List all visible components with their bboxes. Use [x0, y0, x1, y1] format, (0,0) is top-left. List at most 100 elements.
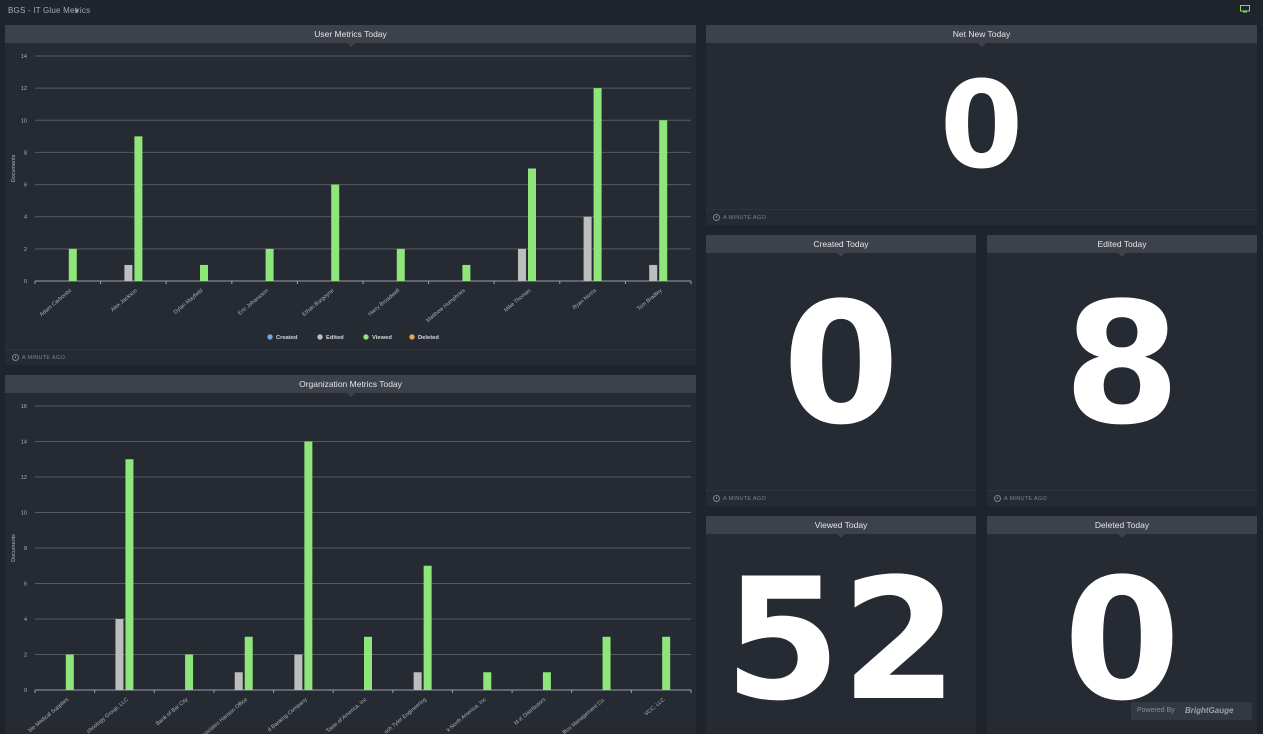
x-tick-label: Harry Broadwell [367, 288, 401, 318]
bar-viewed[interactable] [542, 672, 551, 690]
brightgauge-logo: BrightGauge [1185, 706, 1234, 715]
legend-swatch [317, 334, 323, 340]
bar-viewed[interactable] [244, 636, 253, 690]
powered-by-label: Powered By [1137, 707, 1175, 714]
y-tick-label: 10 [21, 118, 27, 124]
updated-label: A MINUTE AGO [1004, 496, 1048, 502]
y-tick-label: 10 [21, 511, 27, 517]
panel-title: Viewed Today [814, 520, 868, 530]
net-new-panel: Net New Today 0 A MINUTE AGO [706, 25, 1257, 225]
bar-viewed[interactable] [265, 248, 274, 281]
x-tick-label: Matthew Humphries [425, 288, 467, 324]
bar-edited[interactable] [124, 264, 133, 281]
bar-edited[interactable] [294, 654, 303, 691]
bar-viewed[interactable] [200, 264, 208, 281]
clock-icon [713, 214, 720, 221]
x-tick-label: d Banking Company [267, 697, 309, 734]
bar-viewed[interactable] [659, 120, 668, 282]
bar-edited[interactable] [115, 619, 124, 690]
y-tick-label: 4 [24, 215, 27, 221]
bar-viewed[interactable] [602, 636, 611, 690]
panel-title: Created Today [813, 239, 869, 249]
x-tick-label: Taste of America, Inc [325, 697, 368, 734]
panel-header: Edited Today [987, 235, 1257, 257]
y-tick-label: 2 [24, 247, 27, 253]
top-bar: BGS - IT Glue Metrics ▾ [0, 0, 1263, 22]
bar-edited[interactable] [583, 216, 592, 281]
x-tick-label: Tom Bradley [636, 288, 663, 312]
clock-icon [12, 354, 19, 361]
bar-viewed[interactable] [423, 565, 432, 690]
bar-edited[interactable] [413, 672, 422, 690]
legend-swatch [267, 334, 273, 340]
bar-edited[interactable] [234, 672, 243, 690]
panel-header: Viewed Today [706, 516, 976, 538]
panel-title: Net New Today [952, 29, 1011, 39]
clock-icon [994, 495, 1001, 502]
dashboard-title[interactable]: BGS - IT Glue Metrics [8, 6, 91, 15]
user-metrics-panel: User Metrics Today 0 2 4 6 8 10 12 14 Documents A… [5, 25, 696, 365]
panel-title: Organization Metrics Today [299, 379, 402, 389]
legend-label-deleted[interactable]: Deleted [418, 335, 439, 341]
brightgauge-watermark[interactable]: Powered By BrightGauge [1131, 702, 1252, 720]
panel-header: Created Today [706, 235, 976, 257]
x-tick-label: Bank of Bar City [155, 697, 189, 727]
bar-viewed[interactable] [483, 672, 492, 690]
y-tick-label: 8 [24, 150, 27, 156]
bar-viewed[interactable] [331, 184, 340, 281]
bar-viewed[interactable] [65, 654, 74, 691]
user-metrics-chart: 0 2 4 6 8 10 12 14 Documents Adam Carbonite Alex J… [11, 54, 692, 341]
x-tick-label: Dylan Mayfield [173, 288, 204, 316]
x-tick-label: sociates Hanson Office [202, 697, 249, 734]
panel-title: Deleted Today [1094, 520, 1150, 530]
y-tick-label: 0 [24, 279, 27, 285]
x-tick-label: Eric Johansson [237, 288, 270, 317]
updated-label: A MINUTE AGO [22, 355, 66, 361]
created-value: 0 [782, 266, 900, 462]
net-new-value: 0 [939, 57, 1024, 196]
x-tick-label: k North America, Inc [446, 697, 488, 734]
x-tick-label: Ethan Burgoyne [301, 288, 335, 318]
monitor-icon[interactable] [1240, 5, 1250, 13]
x-tick-label: Alex Jackson [110, 288, 139, 313]
panel-header: Deleted Today [987, 516, 1257, 538]
edited-value: 8 [1063, 266, 1181, 462]
bar-viewed[interactable] [68, 248, 77, 281]
legend-label-created[interactable]: Created [276, 335, 298, 341]
chevron-down-icon[interactable]: ▾ [75, 8, 79, 15]
x-tick-label: ffice Management Co. [562, 697, 607, 734]
legend-label-viewed[interactable]: Viewed [372, 335, 392, 341]
bar-viewed[interactable] [662, 636, 671, 690]
bar-viewed[interactable] [462, 264, 471, 281]
bar-viewed[interactable] [125, 459, 134, 690]
bar-viewed[interactable] [593, 88, 602, 281]
updated-label: A MINUTE AGO [723, 215, 767, 221]
y-tick-label: 12 [21, 86, 27, 92]
bar-viewed[interactable] [396, 248, 405, 281]
bar-edited[interactable] [649, 264, 658, 281]
deleted-value: 0 [1063, 542, 1181, 734]
legend-label-edited[interactable]: Edited [326, 335, 344, 341]
panel-footer: A MINUTE AGO [5, 349, 696, 365]
bar-viewed[interactable] [185, 654, 194, 691]
y-tick-label: 6 [24, 582, 27, 588]
y-tick-label: 12 [21, 475, 27, 481]
clock-icon [713, 495, 720, 502]
y-tick-label: 8 [24, 546, 27, 552]
y-tick-label: 2 [24, 653, 27, 659]
x-tick-label: Ryan Norris [572, 288, 598, 311]
bar-viewed[interactable] [528, 168, 536, 282]
panel-header: User Metrics Today [5, 25, 696, 47]
bar-edited[interactable] [518, 248, 526, 281]
y-tick-label: 6 [24, 183, 27, 189]
x-tick-label: chnology Group, LLC [86, 697, 130, 734]
y-axis-label: Documents [11, 534, 17, 562]
panel-footer: A MINUTE AGO [706, 490, 976, 506]
bar-viewed[interactable] [364, 636, 372, 690]
legend-swatch [409, 334, 415, 340]
x-tick-label: VCC, LLC [644, 697, 667, 718]
y-axis-label: Documents [11, 154, 17, 182]
bar-viewed[interactable] [134, 136, 143, 281]
bar-viewed[interactable] [304, 441, 313, 691]
legend-swatch [363, 334, 369, 340]
